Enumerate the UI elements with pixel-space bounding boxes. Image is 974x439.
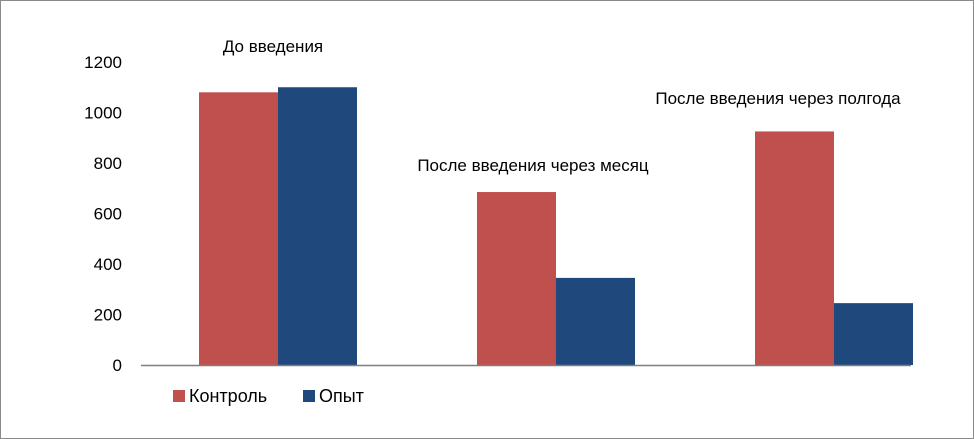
category-label-3: После введения через полгода <box>655 89 901 108</box>
bar-experiment-2 <box>556 277 635 365</box>
bar-control-3 <box>755 131 834 365</box>
legend-label-experiment: Опыт <box>319 386 364 406</box>
category-annotations: До введения После введения через месяц Пос… <box>223 37 901 175</box>
bar-experiment-1 <box>278 87 357 365</box>
legend-swatch-experiment <box>303 390 315 402</box>
y-tick-label: 600 <box>94 205 122 224</box>
y-tick-label: 1000 <box>84 104 122 123</box>
y-axis: 0 200 400 600 800 1000 1200 <box>84 53 122 375</box>
legend-label-control: Контроль <box>189 386 267 406</box>
bars <box>199 87 913 366</box>
legend-swatch-control <box>173 390 185 402</box>
y-tick-label: 0 <box>113 356 122 375</box>
y-tick-label: 1200 <box>84 53 122 72</box>
bar-experiment-3 <box>834 303 913 365</box>
bar-control-1 <box>199 92 278 366</box>
y-tick-label: 200 <box>94 306 122 325</box>
y-tick-label: 400 <box>94 255 122 274</box>
category-label-1: До введения <box>223 37 323 56</box>
y-tick-label: 800 <box>94 154 122 173</box>
legend: Контроль Опыт <box>173 386 364 406</box>
bar-control-2 <box>477 192 556 365</box>
category-label-2: После введения через месяц <box>417 156 649 175</box>
